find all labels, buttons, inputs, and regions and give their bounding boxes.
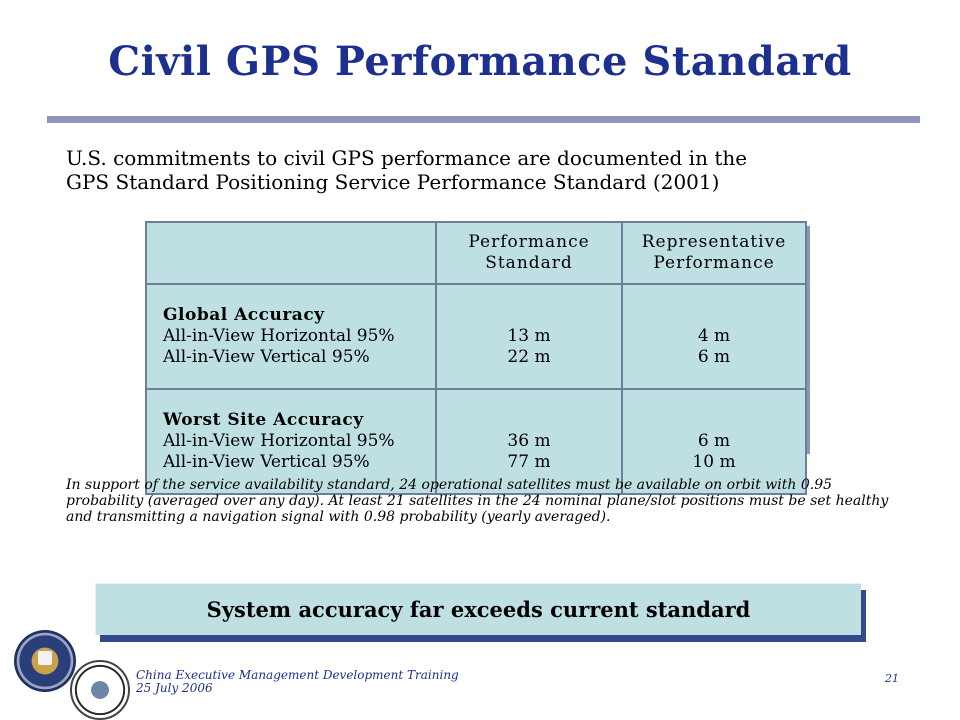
page-number: 21: [885, 672, 899, 685]
row-line-horizontal: All-in-View Horizontal 95%: [163, 431, 395, 451]
row-line-vertical: All-in-View Vertical 95%: [163, 347, 370, 367]
standard-values-cell: 36 m 77 m: [435, 388, 623, 495]
row-line-vertical: All-in-View Vertical 95%: [163, 452, 370, 472]
performance-table: Performance Standard Representative Perf…: [145, 221, 807, 495]
header-performance-standard: Performance Standard: [435, 221, 623, 285]
standard-values-cell: 13 m 22 m: [435, 283, 623, 390]
row-label-cell: Worst Site Accuracy All-in-View Horizont…: [145, 388, 437, 495]
seal-shield-icon: [38, 651, 52, 665]
table-row-global-accuracy: Global Accuracy All-in-View Horizontal 9…: [145, 283, 807, 390]
title-divider: [47, 116, 920, 123]
intro-line-2: GPS Standard Positioning Service Perform…: [66, 170, 720, 194]
row-heading: Global Accuracy: [163, 305, 325, 325]
intro-line-1: U.S. commitments to civil GPS performanc…: [66, 146, 748, 170]
row-label-cell: Global Accuracy All-in-View Horizontal 9…: [145, 283, 437, 390]
intro-text: U.S. commitments to civil GPS performanc…: [66, 146, 916, 194]
row-line-horizontal: All-in-View Horizontal 95%: [163, 326, 395, 346]
row-heading: Worst Site Accuracy: [163, 410, 364, 430]
header-empty-cell: [145, 221, 437, 285]
footer-line-1: China Executive Management Development T…: [136, 668, 459, 682]
footer-text: China Executive Management Development T…: [136, 669, 459, 695]
footer-line-2: 25 July 2006: [136, 681, 213, 695]
performance-values-cell: 6 m 10 m: [621, 388, 807, 495]
performance-values-cell: 4 m 6 m: [621, 283, 807, 390]
header-representative-performance: Representative Performance: [621, 221, 807, 285]
executive-committee-seal-icon: [70, 660, 130, 720]
table-row-worst-site-accuracy: Worst Site Accuracy All-in-View Horizont…: [145, 388, 807, 495]
slide-title: Civil GPS Performance Standard: [108, 38, 852, 85]
summary-banner: System accuracy far exceeds current stan…: [95, 583, 861, 635]
availability-note: In support of the service availability s…: [66, 477, 889, 525]
table-header-row: Performance Standard Representative Perf…: [145, 221, 807, 285]
